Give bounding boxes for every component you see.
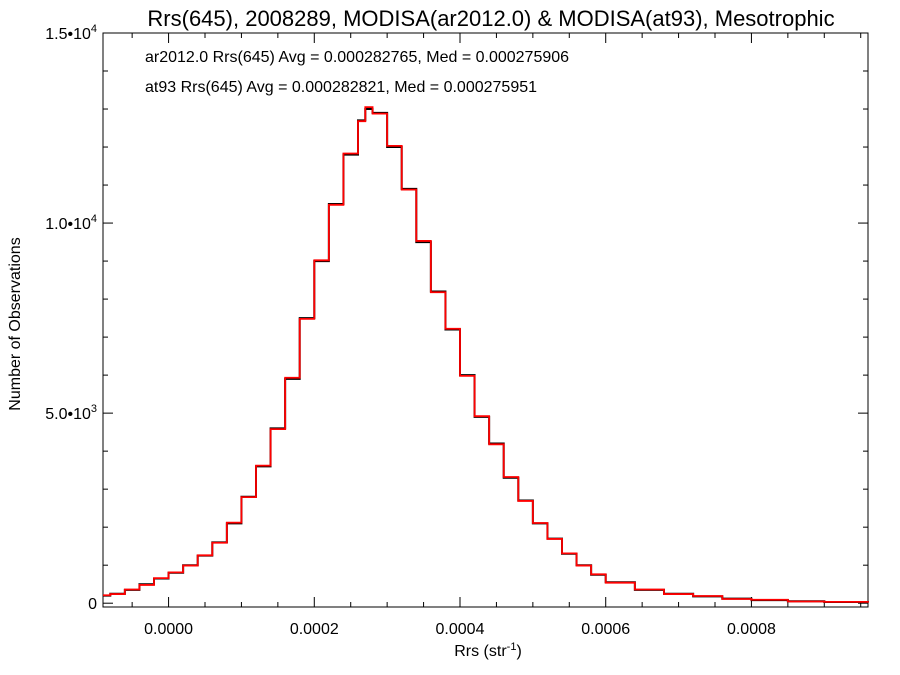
y-tick-label: 0 xyxy=(88,596,97,613)
x-tick-label: 0.0008 xyxy=(727,621,776,638)
y-tick-label: 1.5•104 xyxy=(45,23,97,43)
chart-title: Rrs(645), 2008289, MODISA(ar2012.0) & MO… xyxy=(147,6,834,31)
y-axis-label: Number of Observations xyxy=(7,237,24,410)
x-axis-label: Rrs (str-1) xyxy=(454,641,522,660)
x-tick-label: 0.0006 xyxy=(581,621,630,638)
x-axis-label-sup: -1 xyxy=(507,641,517,653)
axes: 0.0000 0.0002 0.0004 0.0006 0.0008 0 5.0•103 1.… xyxy=(45,23,869,638)
legend-stats-ar2012: ar2012.0 Rrs(645) Avg = 0.000282765, Med… xyxy=(145,49,569,66)
x-tick-label: 0.0004 xyxy=(436,621,485,638)
x-axis-label-base: Rrs (str xyxy=(454,643,507,660)
y-tick-label: 1.0•104 xyxy=(45,213,97,233)
series-line-at93 xyxy=(103,106,869,603)
plot-frame xyxy=(102,32,869,608)
x-tick-label: 0.0002 xyxy=(290,621,339,638)
y-tick-label: 5.0•103 xyxy=(45,403,97,423)
legend-stats-at93: at93 Rrs(645) Avg = 0.000282821, Med = 0… xyxy=(145,79,537,96)
x-axis-label-close: ) xyxy=(516,643,521,660)
series-line-ar2012-0 xyxy=(103,108,869,604)
series-layer xyxy=(103,106,869,604)
x-tick-label: 0.0000 xyxy=(144,621,193,638)
